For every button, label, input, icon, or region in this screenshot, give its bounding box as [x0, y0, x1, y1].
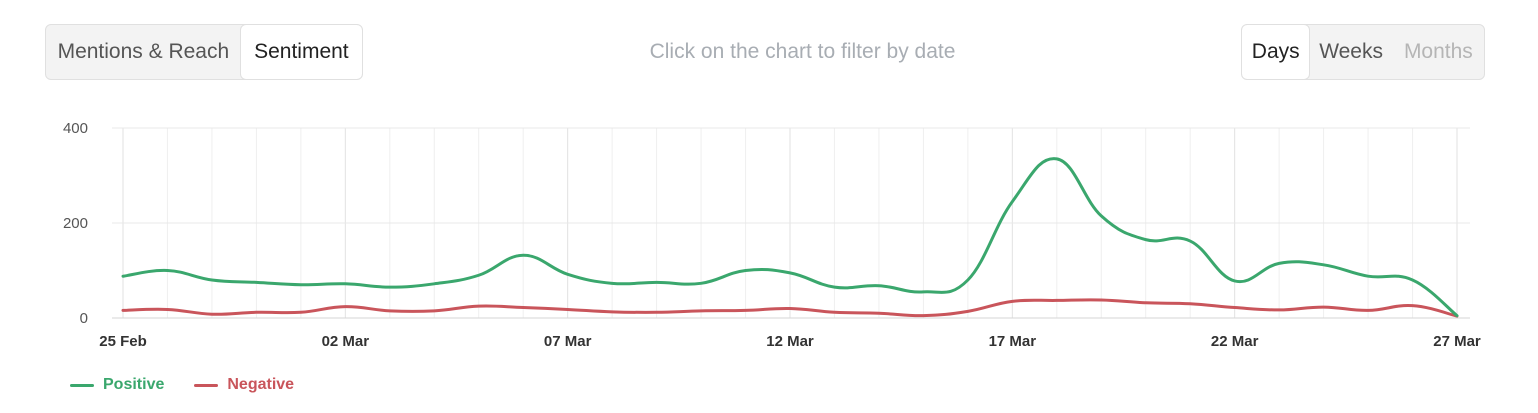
x-tick-label: 12 Mar [766, 333, 814, 350]
x-tick-label: 22 Mar [1211, 333, 1259, 350]
sentiment-line-chart[interactable]: 0 200 400 25 Feb 02 Mar 07 Mar 12 Mar 17 Mar 22 … [0, 110, 1538, 360]
legend-label-positive: Positive [103, 376, 165, 393]
legend-item-negative[interactable]: Negative [194, 376, 294, 394]
period-days-button[interactable]: Days [1242, 25, 1310, 79]
period-switcher: Days Weeks Months [1241, 24, 1485, 80]
series-line-positive[interactable] [121, 157, 1459, 318]
tab-sentiment[interactable]: Sentiment [240, 25, 362, 79]
legend-item-positive[interactable]: Positive [70, 376, 164, 394]
tab-mentions-reach[interactable]: Mentions & Reach [57, 40, 230, 63]
period-months-button: Months [1403, 40, 1473, 63]
chart-filter-hint: Click on the chart to filter by date [649, 40, 956, 63]
view-switcher: Mentions & Reach Sentiment [45, 24, 363, 80]
chart-legend: Positive Negative [70, 376, 294, 394]
legend-swatch-negative [194, 383, 219, 387]
period-weeks-button[interactable]: Weeks [1319, 40, 1383, 63]
x-tick-label: 27 Mar [1433, 333, 1481, 350]
y-tick-label: 400 [63, 120, 88, 137]
legend-swatch-positive [70, 383, 94, 387]
x-tick-label: 17 Mar [989, 333, 1037, 350]
legend-label-negative: Negative [227, 376, 295, 393]
x-tick-label: 07 Mar [544, 333, 592, 350]
y-tick-label: 0 [80, 310, 88, 327]
series-line-negative[interactable] [121, 298, 1459, 318]
y-tick-label: 200 [63, 215, 88, 232]
x-tick-label: 02 Mar [322, 333, 370, 350]
x-tick-label: 25 Feb [99, 333, 147, 350]
